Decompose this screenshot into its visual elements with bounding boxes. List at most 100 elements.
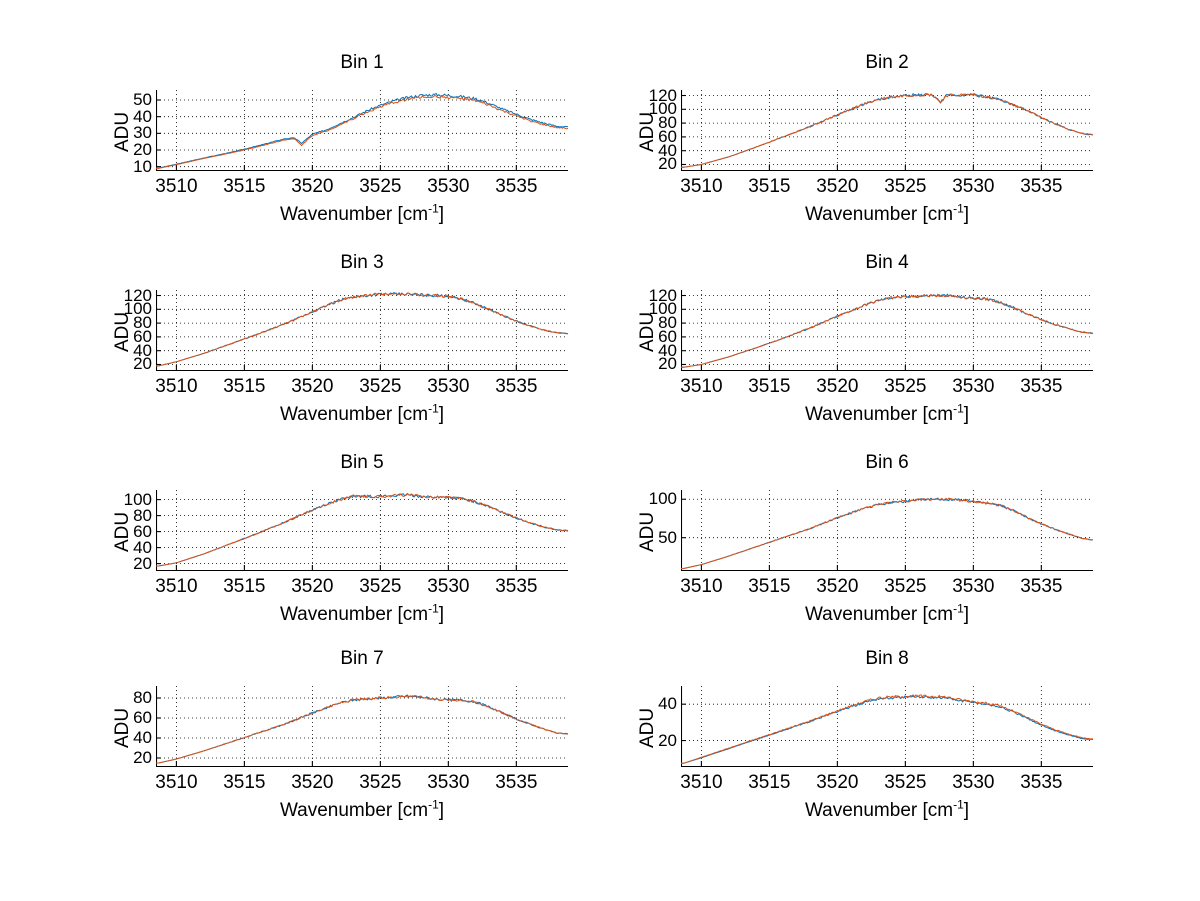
x-axis-label-bracket: ] (438, 204, 445, 225)
x-axis-label-exponent: -1 (428, 601, 439, 616)
x-axis-label-text: Wavenumber [cm (279, 604, 429, 625)
plot-area (681, 686, 1094, 768)
subplot-title: Bin 2 (865, 52, 909, 73)
y-axis-tick-label: 60 (658, 126, 677, 146)
x-axis-label: Wavenumber [cm-1] (116, 601, 608, 626)
x-axis-tick-label: 3515 (748, 772, 791, 793)
x-axis-tick-label: 3510 (155, 376, 198, 397)
x-axis-label: Wavenumber [cm-1] (116, 797, 608, 822)
x-axis-label: Wavenumber [cm-1] (641, 401, 1133, 426)
x-axis-tick-label: 3515 (223, 576, 266, 597)
x-axis-label-text: Wavenumber [cm (279, 404, 429, 425)
y-axis-tick-label: 50 (658, 527, 677, 547)
plot-area (156, 290, 569, 372)
x-axis-tick-label: 3510 (680, 576, 723, 597)
plot-area (156, 90, 569, 172)
x-axis-tick-label: 3510 (155, 576, 198, 597)
x-axis-tick-label: 3510 (155, 772, 198, 793)
x-axis-label-exponent: -1 (953, 601, 964, 616)
x-axis-label: Wavenumber [cm-1] (641, 201, 1133, 226)
y-axis-tick-label: 80 (133, 505, 152, 525)
x-axis-tick-label: 3530 (427, 772, 470, 793)
data-trace-1 (681, 93, 1094, 168)
plot-area (681, 90, 1094, 172)
x-axis-label-bracket: ] (963, 204, 970, 225)
subplot-bin-7: Bin 7 ADU 20 40 60 80 3510 3515 3520 3525 3530 3535… (98, 648, 578, 843)
x-axis-tick-label: 3510 (680, 376, 723, 397)
x-axis-tick-label: 3530 (427, 576, 470, 597)
x-axis-label-exponent: -1 (428, 797, 439, 812)
x-axis-tick-label: 3525 (359, 176, 402, 197)
x-axis-tick-label: 3520 (816, 176, 859, 197)
y-axis-tick-label: 100 (123, 299, 152, 319)
data-trace-2 (156, 292, 569, 367)
subplot-title: Bin 6 (865, 452, 909, 473)
subplot-bin-5: Bin 5 ADU 20 40 60 80 100 3510 3515 3520 3525 3530 3… (98, 452, 578, 647)
x-axis-tick-label: 3535 (1020, 176, 1063, 197)
y-axis-tick-label: 10 (133, 156, 152, 176)
x-axis-tick-label: 3535 (495, 576, 538, 597)
y-axis-tick-label: 80 (658, 113, 677, 133)
x-axis-tick-label: 3520 (291, 772, 334, 793)
y-axis-tick-label: 20 (658, 354, 677, 374)
x-axis-tick-label: 3510 (155, 176, 198, 197)
x-axis-label-exponent: -1 (953, 201, 964, 216)
y-axis-tick-label: 40 (658, 694, 677, 714)
x-axis-tick-label: 3530 (427, 176, 470, 197)
x-axis-tick-label: 3535 (495, 176, 538, 197)
y-axis-tick-label: 100 (648, 299, 677, 319)
data-trace-2 (681, 694, 1094, 764)
y-axis-tick-label: 40 (133, 728, 152, 747)
x-axis-label-exponent: -1 (428, 401, 439, 416)
y-axis-tick-label: 20 (658, 730, 677, 750)
x-axis-tick-label: 3525 (884, 772, 927, 793)
x-axis-label-bracket: ] (438, 800, 445, 821)
x-axis-tick-label: 3520 (816, 576, 859, 597)
subplot-title: Bin 8 (865, 648, 909, 669)
x-axis-tick-label: 3525 (884, 376, 927, 397)
y-axis-tick-label: 40 (658, 140, 677, 160)
x-axis-label-exponent: -1 (953, 401, 964, 416)
subplot-title: Bin 4 (865, 252, 909, 273)
x-axis-tick-label: 3520 (291, 376, 334, 397)
x-axis-tick-label: 3520 (291, 576, 334, 597)
y-axis-tick-label: 20 (133, 748, 152, 767)
x-axis-label-text: Wavenumber [cm (804, 404, 954, 425)
plot-area (681, 290, 1094, 372)
data-trace-1 (156, 493, 569, 567)
plot-area (156, 490, 569, 572)
data-trace-2 (681, 93, 1094, 168)
subplot-bin-4: Bin 4 ADU 20 40 60 80 100 120 3510 3515 3520 3525 35… (623, 252, 1103, 447)
y-axis-tick-label: 80 (658, 313, 677, 333)
x-axis-tick-label: 3535 (495, 376, 538, 397)
y-axis-tick-label: 20 (133, 140, 152, 159)
y-axis-tick-label: 80 (133, 688, 152, 707)
y-axis-tick-label: 100 (648, 99, 677, 119)
x-axis-label: Wavenumber [cm-1] (116, 203, 608, 226)
subplot-title: Bin 5 (340, 452, 384, 473)
x-axis-label-text: Wavenumber [cm (804, 800, 954, 821)
x-axis-tick-label: 3525 (884, 176, 927, 197)
x-axis-label: Wavenumber [cm-1] (116, 401, 608, 426)
x-axis-tick-label: 3525 (359, 376, 402, 397)
data-trace-1 (156, 291, 569, 367)
subplot-bin-3: Bin 3 ADU 20 40 60 80 100 120 3510 3515 3520 3525 35… (98, 252, 578, 447)
plot-area (681, 490, 1094, 572)
x-axis-tick-label: 3515 (748, 376, 791, 397)
x-axis-label-bracket: ] (963, 404, 970, 425)
x-axis-label-text: Wavenumber [cm (804, 604, 954, 625)
x-axis-tick-label: 3530 (952, 176, 995, 197)
x-axis-tick-label: 3530 (952, 772, 995, 793)
y-axis-tick-label: 40 (133, 106, 152, 126)
subplot-bin-2: Bin 2 ADU 20 40 60 80 100 120 3510 3515 3520 3525 35… (623, 52, 1103, 247)
subplot-title: Bin 1 (340, 52, 384, 73)
x-axis-label-text: Wavenumber [cm (279, 204, 429, 225)
data-trace-2 (681, 497, 1094, 569)
x-axis-tick-label: 3535 (1020, 376, 1063, 397)
data-trace-1 (681, 293, 1094, 368)
x-axis-tick-label: 3530 (952, 576, 995, 597)
y-axis-tick-label: 40 (658, 340, 677, 360)
data-trace-2 (681, 293, 1094, 368)
x-axis-tick-label: 3515 (223, 772, 266, 793)
